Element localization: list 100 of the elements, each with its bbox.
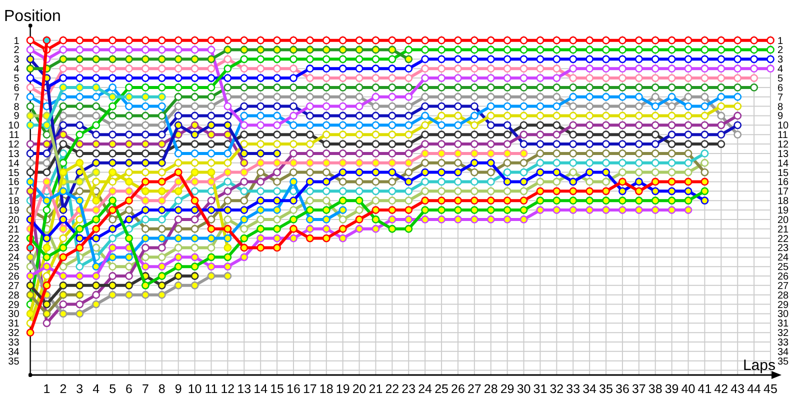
y-tick-label: 35 xyxy=(8,356,20,368)
x-tick-label: 10 xyxy=(188,382,202,396)
y-tick-label: 16 xyxy=(8,177,20,188)
y2-tick-label: 4 xyxy=(778,64,784,76)
x-tick-label: 24 xyxy=(418,382,432,396)
y2-tick-label: 2 xyxy=(778,45,784,56)
y2-tick-label: 32 xyxy=(778,328,790,340)
x-tick-label: 31 xyxy=(533,382,548,396)
x-tick-label: 13 xyxy=(237,382,252,396)
y2-tick-label: 28 xyxy=(778,290,790,302)
x-tick-label: 20 xyxy=(352,382,366,396)
x-tick-label: 7 xyxy=(142,382,149,396)
x-tick-label: 6 xyxy=(126,382,133,396)
y-tick-label: 6 xyxy=(14,82,20,94)
y2-tick-label: 35 xyxy=(778,356,790,368)
x-tick-label: 29 xyxy=(500,382,514,396)
y2-tick-label: 26 xyxy=(778,272,790,283)
x-tick-label: 9 xyxy=(174,382,182,396)
y2-tick-label: 34 xyxy=(778,346,790,358)
x-tick-label: 8 xyxy=(158,382,166,396)
y2-tick-label: 8 xyxy=(778,102,784,113)
y2-tick-label: 31 xyxy=(778,318,790,330)
x-tick-label: 16 xyxy=(286,382,300,396)
y2-tick-label: 16 xyxy=(778,177,790,188)
x-tick-label: 43 xyxy=(730,382,745,396)
x-tick-label: 1 xyxy=(43,382,50,396)
y-tick-label: 32 xyxy=(8,328,20,340)
y-tick-label: 11 xyxy=(8,130,20,142)
x-tick-label: 4 xyxy=(92,382,100,396)
y-tick-label: 34 xyxy=(8,346,20,358)
x-tick-label: 32 xyxy=(550,382,564,396)
y2-tick-label: 18 xyxy=(778,196,790,208)
x-tick-label: 36 xyxy=(616,382,630,396)
y-tick-label: 31 xyxy=(8,318,20,330)
y2-tick-label: 19 xyxy=(778,206,790,217)
y-tick-label: 1 xyxy=(14,36,20,47)
x-tick-label: 41 xyxy=(698,382,712,396)
y2-tick-label: 29 xyxy=(778,300,790,311)
x-tick-label: 33 xyxy=(566,382,580,396)
y-tick-label: 5 xyxy=(14,74,20,85)
y2-tick-label: 22 xyxy=(778,234,790,245)
x-tick-label: 21 xyxy=(368,382,383,396)
y2-tick-label: 21 xyxy=(778,224,790,236)
x-tick-label: 23 xyxy=(402,382,416,396)
x-tick-label: 45 xyxy=(764,382,778,396)
x-tick-label: 26 xyxy=(451,382,465,396)
y2-tick-label: 3 xyxy=(778,54,784,66)
x-tick-label: 28 xyxy=(484,382,498,396)
x-tick-label: 18 xyxy=(319,382,334,396)
x-tick-label: 44 xyxy=(747,382,762,396)
x-tick-label: 5 xyxy=(109,382,116,396)
x-tick-label: 22 xyxy=(385,382,400,396)
y-tick-label: 22 xyxy=(8,234,20,245)
x-tick-label: 39 xyxy=(664,382,679,396)
y-tick-label: 25 xyxy=(8,262,20,274)
x-tick-label: 35 xyxy=(599,382,614,396)
y2-tick-label: 12 xyxy=(778,140,790,151)
y2-tick-label: 10 xyxy=(778,120,790,132)
y-tick-label: 27 xyxy=(8,280,20,292)
x-tick-label: 34 xyxy=(582,382,597,396)
y-tick-label: 9 xyxy=(14,111,20,122)
y2-tick-label: 20 xyxy=(778,214,790,226)
y-tick-label: 8 xyxy=(14,102,20,113)
x-tick-label: 17 xyxy=(302,382,317,396)
y-tick-label: 2 xyxy=(14,45,20,56)
y-tick-label: 13 xyxy=(8,148,20,160)
y-tick-label: 4 xyxy=(14,64,20,76)
y2-tick-label: 23 xyxy=(778,243,790,254)
x-tick-label: 38 xyxy=(648,382,662,396)
y-tick-label: 29 xyxy=(8,300,20,311)
y2-tick-label: 9 xyxy=(778,111,784,122)
y2-tick-label: 13 xyxy=(778,148,790,160)
y2-tick-label: 15 xyxy=(778,168,790,179)
y-tick-label: 10 xyxy=(8,120,20,132)
y2-tick-label: 33 xyxy=(778,338,790,349)
y2-tick-label: 11 xyxy=(778,130,788,142)
x-tick-label: 25 xyxy=(434,382,449,396)
x-tick-label: 30 xyxy=(516,382,531,396)
y2-tick-label: 25 xyxy=(778,262,790,274)
y-tick-label: 15 xyxy=(8,168,20,179)
x-axis-title: Laps xyxy=(742,357,776,374)
y-tick-label: 28 xyxy=(8,290,20,302)
x-tick-label: 12 xyxy=(220,382,235,396)
y-tick-label: 24 xyxy=(8,252,20,264)
x-tick-label: 40 xyxy=(681,382,696,396)
y-tick-label: 23 xyxy=(8,243,20,254)
y-tick-label: 14 xyxy=(8,158,20,170)
y2-tick-label: 5 xyxy=(778,74,784,85)
y-tick-label: 21 xyxy=(8,224,20,236)
x-tick-label: 37 xyxy=(632,382,646,396)
x-tick-label: 15 xyxy=(270,382,284,396)
x-tick-label: 14 xyxy=(254,382,268,396)
y-axis-title: Position xyxy=(4,8,61,25)
y-tick-label: 26 xyxy=(8,272,20,283)
y-tick-label: 33 xyxy=(8,338,20,349)
y-tick-label: 12 xyxy=(8,140,20,151)
y2-tick-label: 14 xyxy=(778,158,790,170)
y-tick-label: 18 xyxy=(8,196,20,208)
y2-tick-label: 30 xyxy=(778,309,790,320)
y-tick-label: 7 xyxy=(14,92,20,104)
